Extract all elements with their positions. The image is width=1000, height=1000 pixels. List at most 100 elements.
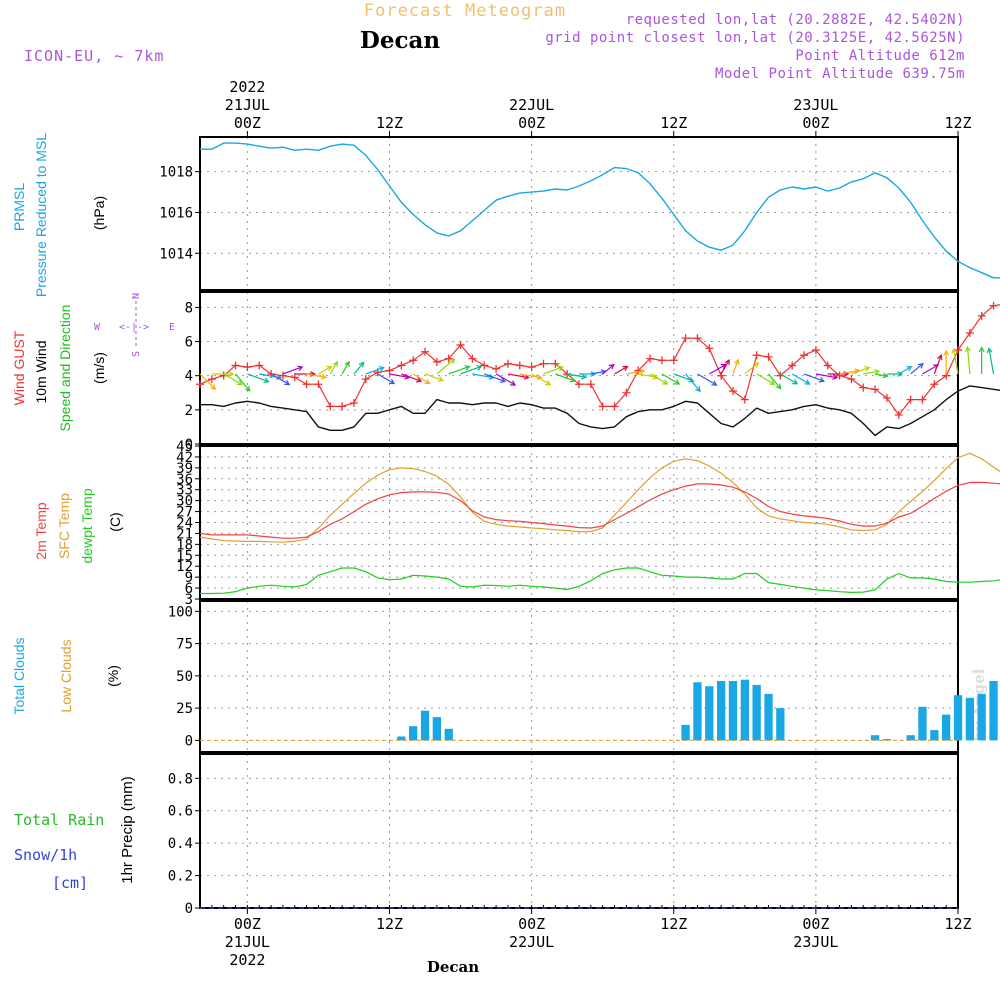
wind-arrow — [780, 373, 798, 385]
panel-4: 0 0.2 0.4 0.6 0.8 — [168, 753, 959, 917]
wind-arrow — [424, 373, 444, 382]
wind-arrow-head — [449, 358, 456, 365]
wind-arrow — [874, 373, 888, 377]
gust-marker — [894, 410, 903, 419]
compass-s: S — [131, 351, 142, 357]
wind-arrow-head — [674, 379, 681, 385]
gust-marker — [421, 347, 430, 356]
clouds-unit: (%) — [105, 665, 121, 687]
wind-arrow — [744, 362, 759, 375]
pressure-label-line2: Pressure Reduced to MSL — [33, 133, 49, 297]
wind-arrow-head — [244, 385, 251, 392]
cloud-bar — [965, 697, 974, 741]
wind-arrow-head — [608, 363, 615, 370]
cloud-bar — [764, 693, 773, 741]
pressure-unit: (hPa) — [91, 196, 107, 230]
cloud-bar — [728, 681, 738, 741]
wind-arrow — [365, 366, 384, 375]
wind-arrow-head — [775, 383, 782, 390]
wind-arrow-head — [284, 379, 291, 386]
wind-arrow — [472, 373, 494, 379]
y-tick-label: 100 — [168, 604, 193, 620]
wind-arrow — [851, 366, 870, 375]
wind-arrow-head — [416, 377, 423, 383]
cloud-bar — [681, 724, 690, 741]
y-tick-label: 8 — [185, 300, 193, 316]
y-tick-label: 1018 — [159, 165, 193, 181]
wind-unit: (m/s) — [91, 352, 107, 384]
wind-arrow — [966, 347, 971, 375]
sfc-label: SFC Temp — [56, 493, 72, 559]
wind-arrow-head — [943, 349, 950, 356]
gust-marker — [586, 380, 595, 389]
compass-rose: N S W E <-|-> — [94, 293, 175, 357]
gust-marker — [385, 366, 394, 375]
footer-location: Decan — [427, 958, 479, 976]
wind-arrow-head — [964, 345, 971, 352]
gust-marker — [349, 399, 358, 408]
wind-arrow-head — [978, 346, 985, 353]
gust-marker — [432, 358, 441, 367]
snow-label: Snow/1h — [14, 846, 77, 864]
gust-marker — [669, 356, 678, 365]
wind-arrow-head — [536, 374, 543, 380]
cloud-bar — [942, 714, 951, 741]
wind-arrow — [270, 373, 290, 385]
wind-arrow-head — [720, 363, 727, 370]
wind-arrow-head — [753, 361, 760, 368]
wind-arrow-head — [832, 374, 839, 380]
gust-marker — [740, 395, 749, 404]
y-tick-label: 27 — [176, 505, 193, 521]
wind-arrow — [839, 369, 860, 375]
y-tick-label: 12 — [176, 559, 193, 575]
wind-arrow — [590, 370, 606, 375]
y-tick-label: 21 — [176, 526, 193, 542]
wind-arrow-head — [569, 376, 576, 383]
wind-arrow-head — [210, 384, 217, 391]
wind-arrow — [614, 365, 628, 375]
panel-background — [200, 601, 958, 752]
x-tick-label: 00Z — [802, 114, 829, 132]
cloud-bar — [432, 717, 441, 741]
x-tick-label: 21JUL — [225, 933, 270, 951]
y-tick-label: 0.2 — [168, 869, 193, 885]
cloud-bar — [693, 682, 702, 741]
wind-arrow-head — [724, 359, 730, 366]
gust-marker — [728, 387, 737, 396]
x-tick-label: 00Z — [802, 915, 829, 933]
panel-frame — [199, 291, 959, 445]
wind-arrow — [306, 373, 326, 378]
wind-arrow-head — [378, 366, 385, 372]
x-tick-label: 22JUL — [509, 933, 554, 951]
x-tick-label: 21JUL — [225, 96, 270, 114]
gust-marker — [539, 359, 548, 368]
x-tick-label: 22JUL — [509, 96, 554, 114]
gust-marker — [847, 375, 856, 384]
wind-arrow-head — [476, 365, 483, 371]
gust-marker — [859, 383, 868, 392]
gust-marker — [314, 380, 323, 389]
gust-marker — [231, 361, 240, 370]
wind-arrows — [199, 345, 995, 393]
wind-arrow-head — [986, 347, 993, 354]
wind-arrow-head — [228, 371, 235, 377]
dewpt-line — [200, 567, 1000, 595]
wind-arrow — [436, 358, 455, 375]
y-tick-label: 0 — [185, 437, 193, 453]
x-tick-label: 2022 — [229, 951, 265, 969]
wind-arrow — [318, 365, 332, 375]
y-tick-label: 4 — [185, 369, 193, 385]
gust-marker — [361, 375, 370, 384]
wind-arrow-head — [275, 374, 283, 380]
gust-marker — [444, 354, 453, 363]
wind-arrow — [401, 373, 422, 382]
panel-0: 1014 1016 1018 — [159, 136, 959, 291]
wind-10m-label: 10m Wind — [33, 340, 49, 403]
grid-point: grid point closest lon,lat (20.3125E, 42… — [545, 30, 965, 46]
wind-arrow-head — [358, 361, 365, 368]
gust-marker — [882, 393, 891, 402]
wind-arrow — [460, 365, 482, 375]
wind-arrow-head — [310, 371, 317, 377]
y-tick-label: 0.6 — [168, 804, 193, 820]
